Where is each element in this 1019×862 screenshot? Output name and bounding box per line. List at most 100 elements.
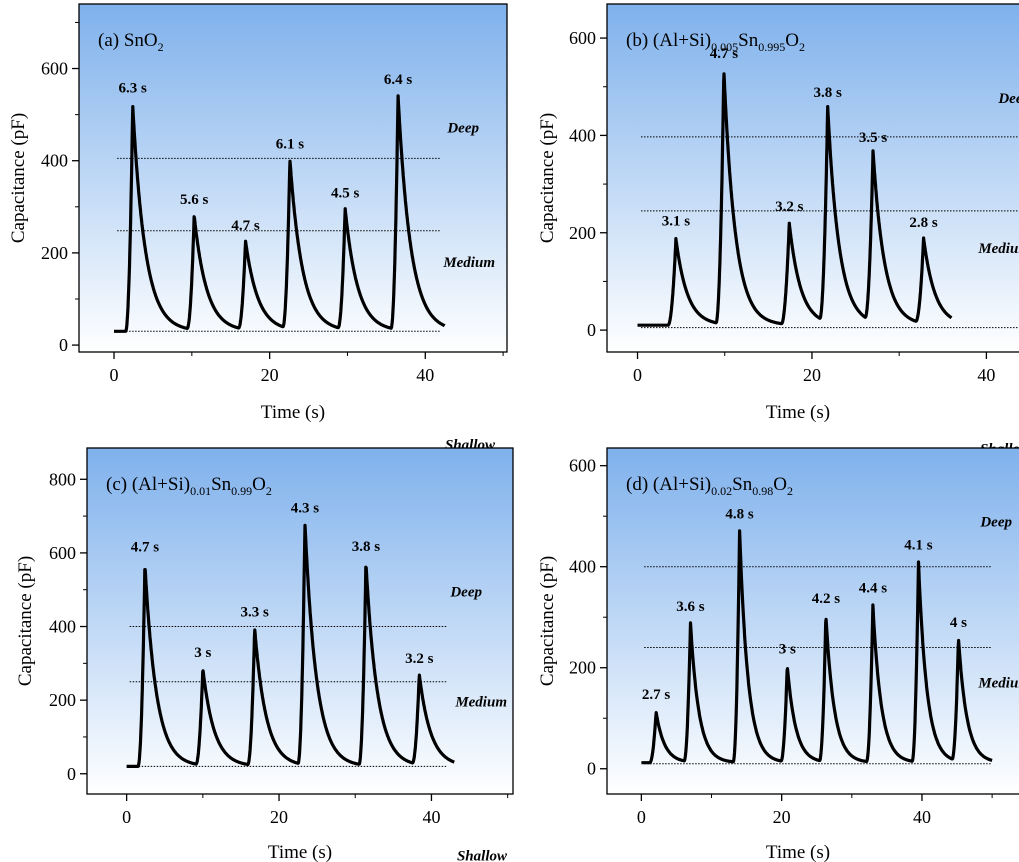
y-tick-label: 200 [569,658,596,678]
y-tick-label: 800 [49,469,76,489]
y-tick-label: 400 [41,151,68,171]
level-label-medium: Medium [977,676,1019,692]
y-tick-label: 200 [49,690,76,710]
x-tick-label: 0 [122,807,131,827]
panel-tag: (a) [98,30,124,51]
x-tick-label: 20 [803,365,821,385]
plot-frame [606,447,1019,795]
peak-label: 2.8 s [909,215,938,231]
peak-label: 4.7 s [131,540,160,556]
title-text: (Al+Si) [653,30,711,51]
panel-title: (c) (Al+Si)0.01Sn0.99O2 [106,474,272,498]
peak-label: 4 s [950,615,967,631]
peak-label: 4.1 s [904,538,933,554]
peak-label: 3.1 s [662,214,691,230]
plot-frame [606,3,1019,353]
title-text: (Al+Si) [653,474,711,495]
plot-frame [78,3,508,353]
x-tick-label: 20 [270,807,288,827]
peak-label: 5.6 s [180,192,209,208]
y-tick-label: 600 [569,28,596,48]
peak-label: 6.1 s [276,137,305,153]
y-tick-label: 600 [49,543,76,563]
x-tick-label: 40 [977,365,995,385]
capacitance-trace [636,72,953,327]
peak-label: 4.4 s [859,581,888,597]
peak-label: 6.3 s [119,80,148,96]
x-tick-label: 20 [773,807,791,827]
x-axis-label: Time (s) [261,402,325,423]
title-text: O [773,474,787,495]
plot-background [607,4,1019,352]
title-subscript: 2 [787,484,793,498]
peak-label: 4.5 s [331,185,360,201]
y-axis-label: Capacitance (pF) [15,556,36,686]
plot-background [607,448,1019,794]
y-tick-label: 0 [587,320,596,340]
y-tick-label: 200 [41,243,68,263]
title-text: SnO [124,30,158,51]
plot-background [79,4,507,352]
y-tick-label: 0 [67,764,76,784]
peak-label: 3.5 s [859,130,888,146]
peak-label: 4.2 s [812,591,841,607]
title-subscript: 2 [799,40,805,54]
level-label-shallow: Shallow [457,848,508,862]
peak-label: 3.2 s [405,651,434,667]
peak-label: 4.7 s [231,218,260,234]
panel-title: (d) (Al+Si)0.02Sn0.98O2 [626,474,793,498]
title-subscript: 0.02 [711,484,732,498]
title-subscript: 0.99 [231,484,252,498]
y-axis-label: Capacitance (pF) [537,113,558,243]
peak-label: 3.8 s [352,539,381,555]
panel-tag: (d) [626,474,653,495]
x-tick-label: 40 [422,807,440,827]
title-subscript: 2 [266,484,272,498]
x-tick-label: 40 [913,807,931,827]
x-tick-label: 0 [110,365,119,385]
title-text: O [252,474,266,495]
level-label-medium: Medium [454,695,507,711]
peak-label: 2.7 s [642,687,671,703]
y-tick-label: 0 [59,335,68,355]
level-label-deep: Deep [997,91,1019,107]
panel-title: (b) (Al+Si)0.005Sn0.995O2 [626,30,805,54]
capacitance-trace [125,523,456,769]
capacitance-trace [640,529,994,765]
x-tick-label: 0 [633,365,642,385]
y-tick-label: 200 [569,223,596,243]
peak-label: 4.3 s [291,500,320,516]
peak-label: 3.3 s [240,604,269,620]
title-text: Sn [738,30,759,51]
level-label-medium: Medium [442,255,495,271]
x-axis-label: Time (s) [766,842,830,862]
panel-tag: (b) [626,30,653,51]
y-tick-label: 0 [587,759,596,779]
y-tick-label: 600 [569,456,596,476]
peak-label: 6.4 s [384,72,413,88]
title-text: Sn [732,474,753,495]
peak-label: 3.8 s [813,85,842,101]
peak-label: 4.8 s [725,506,754,522]
panel-title: (a) SnO2 [98,30,164,54]
title-subscript: 0.005 [711,40,738,54]
y-axis-label: Capacitance (pF) [8,113,29,243]
level-label-deep: Deep [449,585,482,601]
x-tick-label: 20 [261,365,279,385]
y-tick-label: 400 [49,617,76,637]
level-label-deep: Deep [979,515,1012,531]
peak-label: 3.2 s [775,199,804,215]
level-label-deep: Deep [446,120,479,136]
peak-label: 3.6 s [676,599,705,615]
peak-label: 4.7 s [710,46,739,62]
title-text: Sn [211,474,232,495]
y-tick-label: 600 [41,59,68,79]
x-tick-label: 0 [637,807,646,827]
title-subscript: 0.995 [758,40,785,54]
peak-label: 3 s [779,642,796,658]
title-text: O [785,30,799,51]
